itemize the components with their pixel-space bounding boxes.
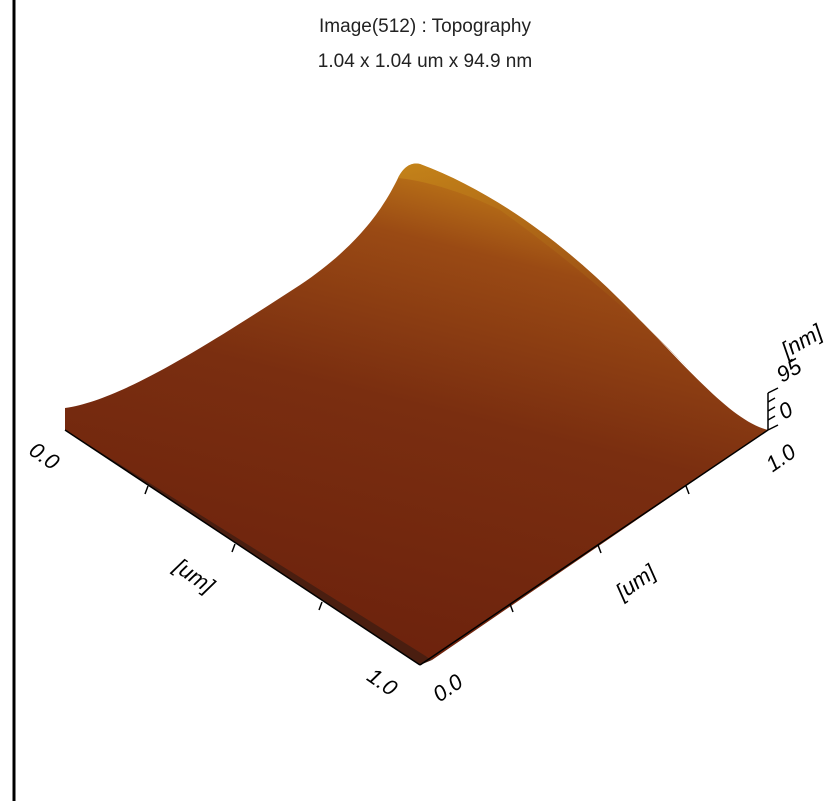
tick xyxy=(768,388,778,393)
tick xyxy=(686,486,689,494)
tick xyxy=(145,486,148,494)
tick xyxy=(319,602,322,610)
y-end-label: 1.0 xyxy=(761,438,801,476)
x-end-label: 1.0 xyxy=(363,663,403,701)
z-axis-label: [nm] xyxy=(776,319,827,363)
tick xyxy=(232,544,235,552)
tick xyxy=(768,407,775,411)
page: Image(512) : Topography 1.04 x 1.04 um x… xyxy=(0,0,831,806)
tick xyxy=(768,398,775,402)
y-start-label: 0.0 xyxy=(428,668,468,706)
surface xyxy=(65,164,768,660)
y-axis-label: [um] xyxy=(610,559,661,605)
subtitle: 1.04 x 1.04 um x 94.9 nm xyxy=(318,51,532,72)
tick xyxy=(768,425,778,430)
topography-view: Image(512) : Topography 1.04 x 1.04 um x… xyxy=(0,0,831,801)
x-start-label: 0.0 xyxy=(25,437,65,475)
x-axis-label: [um] xyxy=(169,553,220,599)
title: Image(512) : Topography xyxy=(319,16,531,37)
tick xyxy=(598,545,601,553)
tick xyxy=(768,416,775,420)
z-bottom-label: 0 xyxy=(774,396,798,424)
